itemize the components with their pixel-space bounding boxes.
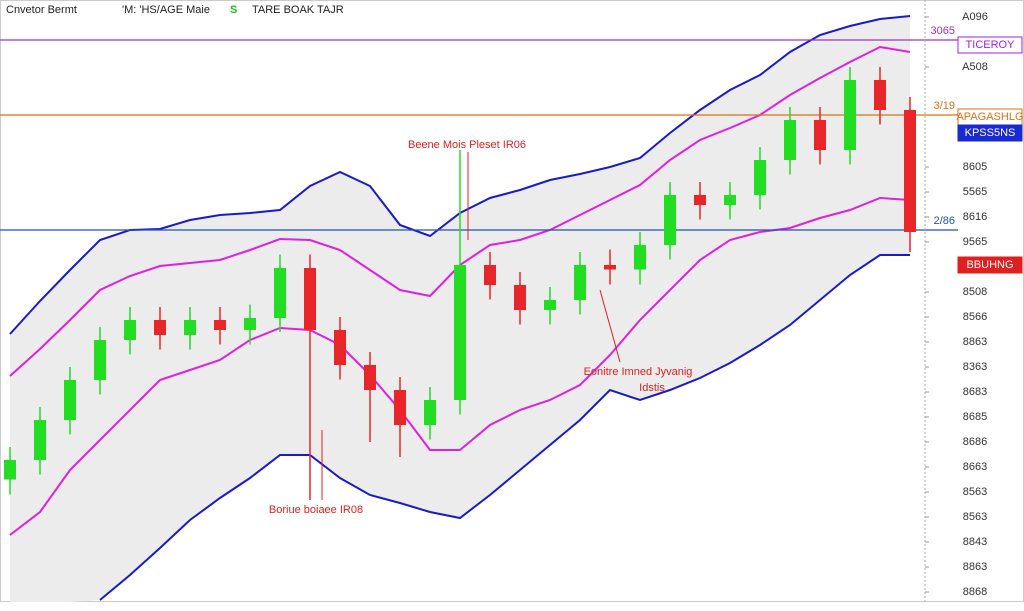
candle-body [244,318,256,330]
y-tick-label: 8843 [963,536,987,548]
annotation: Beene Mois Pleset IR06 [408,139,526,151]
y-tick-label: 8363 [963,361,987,373]
y-tick-label: 8563 [963,486,987,498]
chart-subtitle: 'M: 'HS/AGE Maie [122,4,210,16]
candle-body [484,265,496,285]
candle-body [844,80,856,150]
candle-body [64,380,76,420]
price-tag [957,256,1023,274]
price-tag [957,36,1023,54]
candle-body [514,285,526,310]
candle-body [724,195,736,205]
y-tick-label: 8508 [963,286,987,298]
y-tick-label: 8686 [963,436,987,448]
band-line [99,254,910,601]
y-tick-label: 5565 [963,186,987,198]
y-tick-label: 8663 [963,461,987,473]
candle-body [544,300,556,310]
price-tag-label: TICEROY [966,39,1016,51]
price-tag-label: KPSS5NS [965,127,1016,139]
price-tag-label: BBUHNG [966,259,1013,271]
candle-body [334,330,346,365]
candle-body [274,268,286,318]
candle-body [34,420,46,460]
annotation: Idstis [639,382,665,394]
annotation: Eonitre Imned Jyvanig [584,366,693,378]
candle-body [904,110,916,232]
y-tick-label: 8566 [963,311,987,323]
annotation-pointer [599,289,621,363]
candle-body [574,265,586,300]
candle-body [694,195,706,205]
candle-body [604,265,616,270]
y-tick-label: 8863 [963,336,987,348]
y-tick-label: 8868 [963,586,987,598]
chart-title: Cnvetor Bermt [6,4,77,16]
horizontal-line-label: 2/86 [934,215,955,227]
candle-body [784,120,796,160]
candle-body [124,320,136,340]
price-tag [957,124,1023,142]
candle-body [424,400,436,425]
y-tick-label: 8605 [963,161,987,173]
y-tick-label: 8685 [963,411,987,423]
info: TARE BOAK TAJR [252,4,344,16]
candle-body [4,460,16,480]
horizontal-line-label: 3065 [931,25,955,37]
y-tick-label: 8863 [963,561,987,573]
candle-body [874,80,886,110]
annotation: Boriue boiaee IR08 [269,504,363,516]
y-tick-label: A508 [962,61,988,73]
y-tick-label: A096 [962,11,988,23]
status: S [230,4,237,16]
y-tick-label: 8616 [963,211,987,223]
y-tick-label: 8563 [963,511,987,523]
price-tag-label: APAGASHLG [956,111,1023,123]
y-tick-label: 8683 [963,386,987,398]
candle-body [364,365,376,390]
candle-body [304,268,316,330]
candle-body [634,245,646,270]
band-line [9,196,911,536]
candle-body [454,265,466,400]
candle-body [154,320,166,335]
candle-body [184,320,196,335]
y-tick-label: 9565 [963,236,987,248]
candle-body [664,195,676,245]
plot: 3065 3/19 2/86 [0,15,958,602]
candle-body [394,390,406,425]
candle-body [214,320,226,330]
candle-body [814,120,826,150]
candle-body [754,160,766,195]
candle-body [94,340,106,380]
horizontal-line-label: 3/19 [934,100,955,112]
